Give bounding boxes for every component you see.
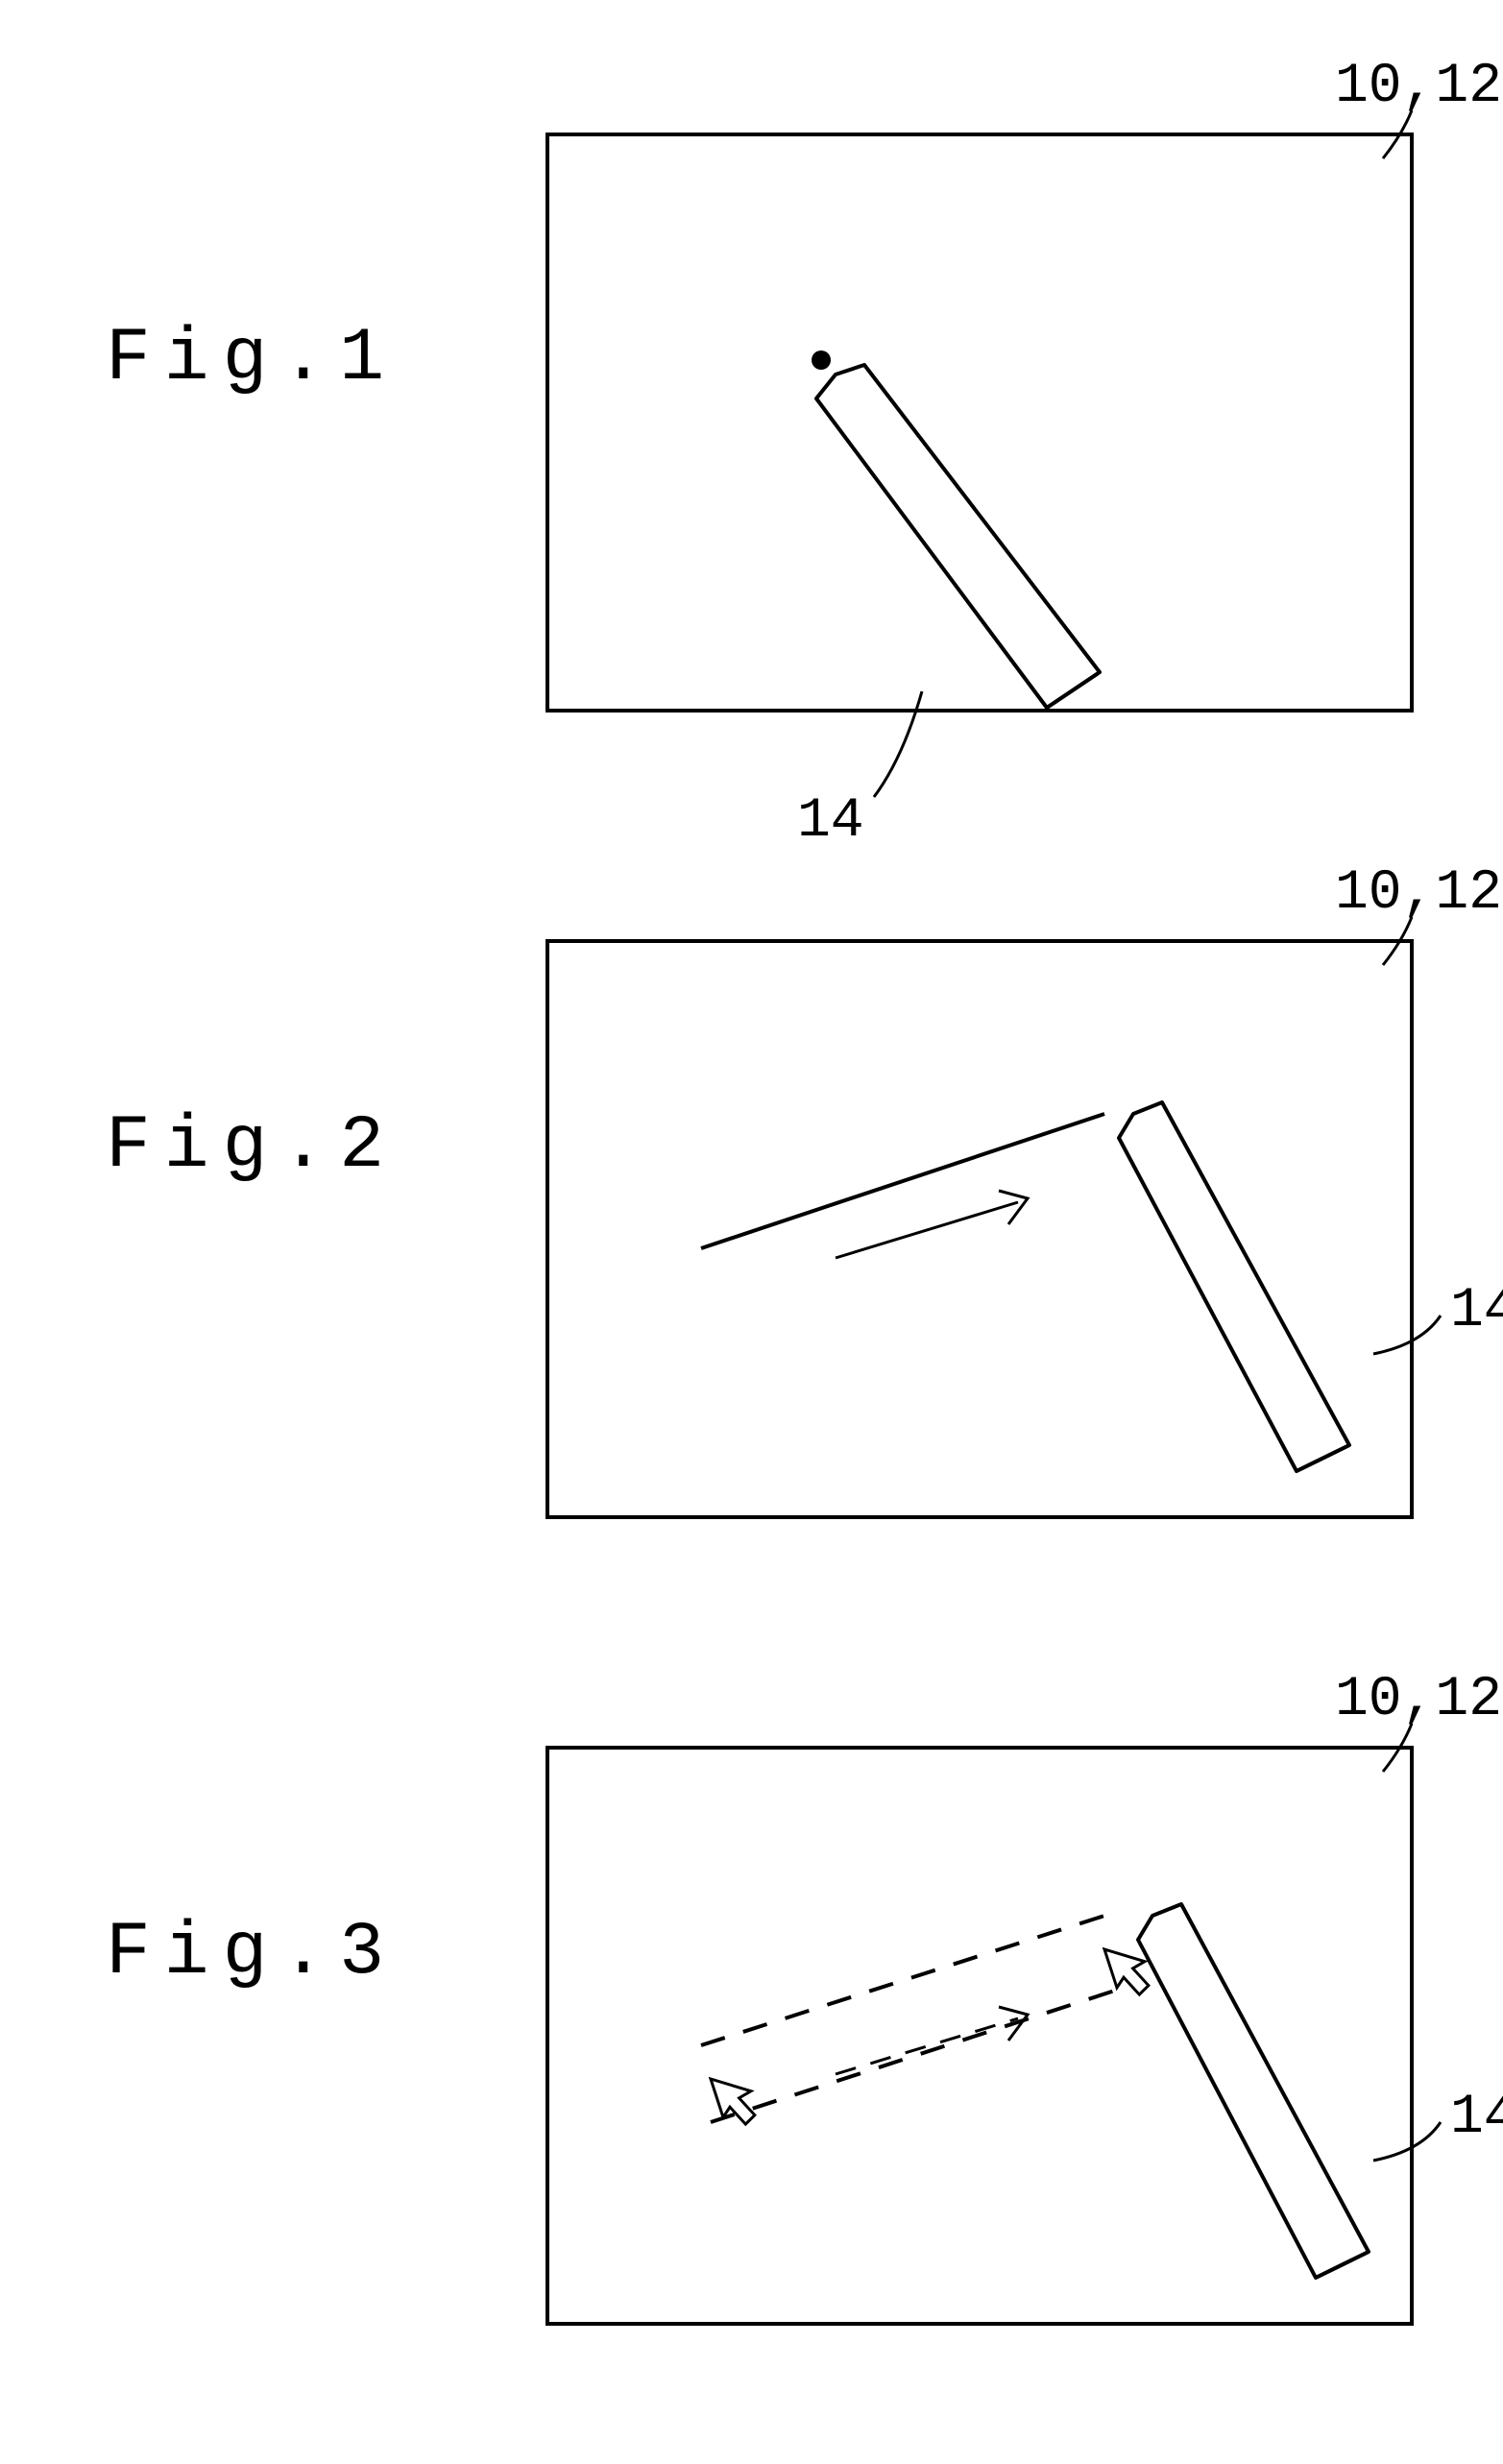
arrow-icon bbox=[836, 2007, 1028, 2074]
annotation-1012: 10,12 bbox=[1335, 1669, 1502, 1731]
dashed-line-top bbox=[701, 1916, 1104, 2045]
annotation-1012: 10,12 bbox=[1335, 862, 1502, 925]
figure-1: 10,12 14 bbox=[547, 56, 1502, 853]
figure-3: 10,12 14 bbox=[547, 1669, 1503, 2324]
annotation-14: 14 bbox=[1450, 1280, 1503, 1342]
lead-line bbox=[874, 691, 922, 797]
annotation-14: 14 bbox=[1450, 2087, 1503, 2149]
diagram-page: Fig.1 Fig.2 Fig.3 10,12 14 bbox=[38, 38, 1465, 2426]
annotation-1012: 10,12 bbox=[1335, 56, 1502, 118]
lead-line bbox=[1373, 1316, 1441, 1354]
drawn-line bbox=[701, 1114, 1104, 1248]
diagram-svg: 10,12 14 10,12 bbox=[38, 38, 1503, 2426]
stylus-icon bbox=[816, 365, 1100, 708]
stylus-icon bbox=[1138, 1904, 1369, 2278]
screen-rect bbox=[547, 134, 1412, 711]
touch-dot bbox=[812, 350, 831, 370]
lead-line bbox=[1373, 2122, 1441, 2161]
dashed-line-bottom bbox=[711, 1988, 1124, 2122]
annotation-14: 14 bbox=[797, 790, 864, 853]
stylus-icon bbox=[1119, 1102, 1349, 1471]
figure-2: 10,12 14 bbox=[547, 862, 1503, 1517]
arrow-icon bbox=[836, 1191, 1028, 1258]
